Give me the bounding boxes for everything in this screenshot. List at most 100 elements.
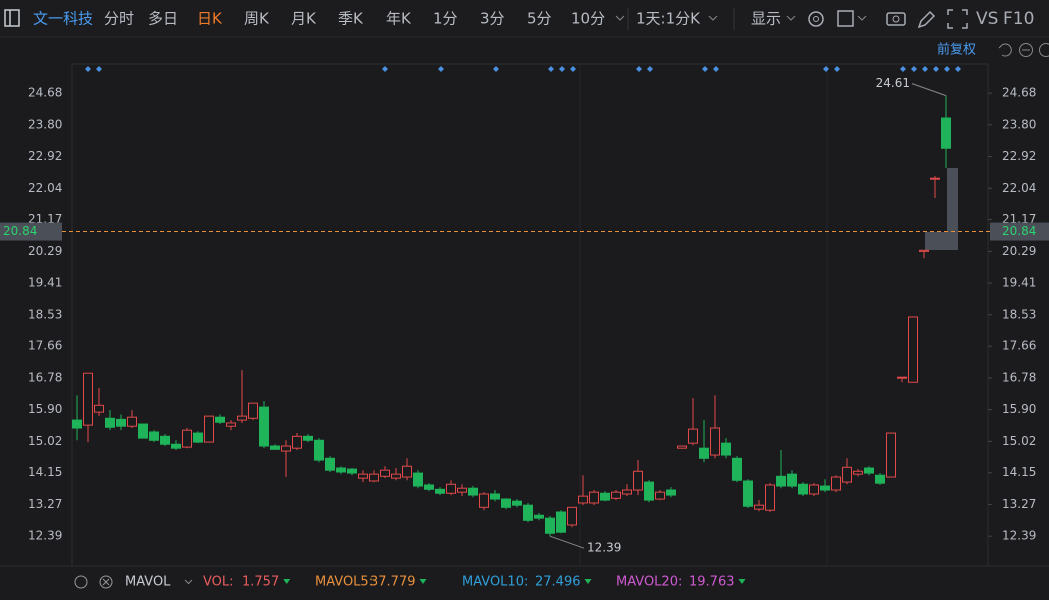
candle-body [787, 473, 797, 487]
y-tick-label-right: 12.39 [1002, 529, 1036, 543]
period-tab[interactable]: 5分 [527, 10, 552, 28]
event-marker[interactable] [834, 66, 840, 72]
event-marker[interactable] [570, 66, 576, 72]
f10[interactable]: F10 [1003, 9, 1034, 29]
undo-icon[interactable] [998, 43, 1012, 57]
event-marker[interactable] [900, 66, 906, 72]
y-tick-label: 13.27 [28, 497, 62, 511]
candle-body [501, 498, 511, 508]
event-marker[interactable] [933, 66, 939, 72]
event-marker[interactable] [636, 66, 642, 72]
candle-body [204, 415, 214, 443]
event-marker[interactable] [493, 66, 499, 72]
period-tab[interactable]: 周K [244, 10, 270, 28]
candle-body [479, 493, 489, 508]
indicator-label: MAVOL20: [616, 575, 682, 590]
candle-body [930, 177, 940, 180]
checkbox-icon[interactable] [837, 10, 854, 27]
period-tab[interactable]: 3分 [480, 10, 505, 28]
indicator-settings[interactable] [74, 575, 88, 589]
zoom-in-icon[interactable] [1039, 43, 1049, 57]
symbol[interactable]: 文一科技 [33, 10, 93, 28]
indicator-label: MAVOL5: [315, 575, 373, 590]
caret[interactable] [708, 15, 718, 21]
event-marker[interactable] [823, 66, 829, 72]
event-marker[interactable] [702, 66, 708, 72]
zoom-out-icon[interactable] [1019, 43, 1033, 57]
pencil-icon[interactable] [917, 10, 936, 29]
candle-body [391, 473, 401, 479]
indicator-name[interactable]: MAVOL [125, 575, 171, 590]
sidebar-icon[interactable] [4, 9, 20, 27]
event-marker[interactable] [911, 66, 917, 72]
period-tab[interactable]: 日K [197, 10, 223, 28]
y-tick-label: 23.80 [28, 117, 62, 131]
event-marker[interactable] [944, 66, 950, 72]
indicator-label: MAVOL10: [462, 575, 528, 590]
event-marker[interactable] [955, 66, 961, 72]
candle-body [281, 445, 291, 452]
candle-body [127, 416, 137, 427]
display-menu[interactable]: 显示 [751, 10, 781, 28]
caret[interactable] [615, 15, 625, 21]
y-tick-label: 18.53 [28, 307, 62, 321]
period-tab[interactable]: 月K [291, 10, 317, 28]
candle-body [897, 376, 907, 379]
settings-icon[interactable] [808, 11, 824, 27]
period-tab[interactable]: 年K [386, 10, 412, 28]
candle-body [182, 429, 192, 448]
candle-body [644, 481, 654, 501]
caret[interactable] [184, 579, 193, 585]
candle-body [831, 476, 841, 491]
period-tab[interactable]: 10分 [571, 10, 605, 28]
period-tab[interactable]: 分时 [104, 10, 134, 28]
trend-arrow [419, 579, 427, 584]
caret[interactable] [857, 15, 867, 21]
indicator-close-x [102, 578, 110, 586]
camera-lens [892, 15, 900, 23]
candle-body [226, 422, 236, 427]
caret[interactable] [786, 15, 796, 21]
multi-day[interactable]: 1天:1分K [636, 10, 701, 28]
event-marker[interactable] [713, 66, 719, 72]
y-tick-label: 15.02 [28, 434, 62, 448]
last-price-label-right: 20.84 [1002, 224, 1036, 238]
candle-body [886, 432, 896, 478]
camera-icon[interactable] [886, 12, 906, 26]
event-marker[interactable] [96, 66, 102, 72]
compare[interactable]: VS [976, 9, 998, 29]
event-marker[interactable] [382, 66, 388, 72]
event-marker[interactable] [85, 66, 91, 72]
adjust-mode[interactable]: 前复权 [937, 42, 976, 58]
candle-body [336, 467, 346, 473]
settings-icon-core [813, 16, 819, 22]
candle-body [820, 485, 830, 491]
high-label: 24.61 [876, 76, 910, 90]
candle-body [424, 484, 434, 490]
candle-body [622, 489, 632, 495]
event-marker[interactable] [559, 66, 565, 72]
expand-icon[interactable] [947, 9, 968, 29]
trend-arrow [584, 579, 592, 584]
candle-body [138, 423, 148, 439]
candle-body [160, 435, 170, 445]
candle-body [358, 473, 368, 479]
event-marker[interactable] [922, 66, 928, 72]
candle-body [853, 470, 863, 475]
y-tick-label-right: 19.41 [1002, 276, 1036, 290]
candle-body [842, 466, 852, 483]
live-bar [947, 168, 958, 250]
trend-arrow [738, 579, 746, 584]
event-marker[interactable] [438, 66, 444, 72]
period-tab[interactable]: 多日 [148, 10, 178, 28]
event-marker[interactable] [548, 66, 554, 72]
period-tab[interactable]: 1分 [433, 10, 458, 28]
candle-body [798, 483, 808, 495]
last-price-box [990, 222, 1049, 241]
high-leader [911, 83, 947, 97]
live-bar [925, 232, 958, 250]
event-marker[interactable] [647, 66, 653, 72]
candle-body [270, 445, 280, 450]
period-tab[interactable]: 季K [338, 10, 364, 28]
indicator-close[interactable] [99, 575, 113, 589]
